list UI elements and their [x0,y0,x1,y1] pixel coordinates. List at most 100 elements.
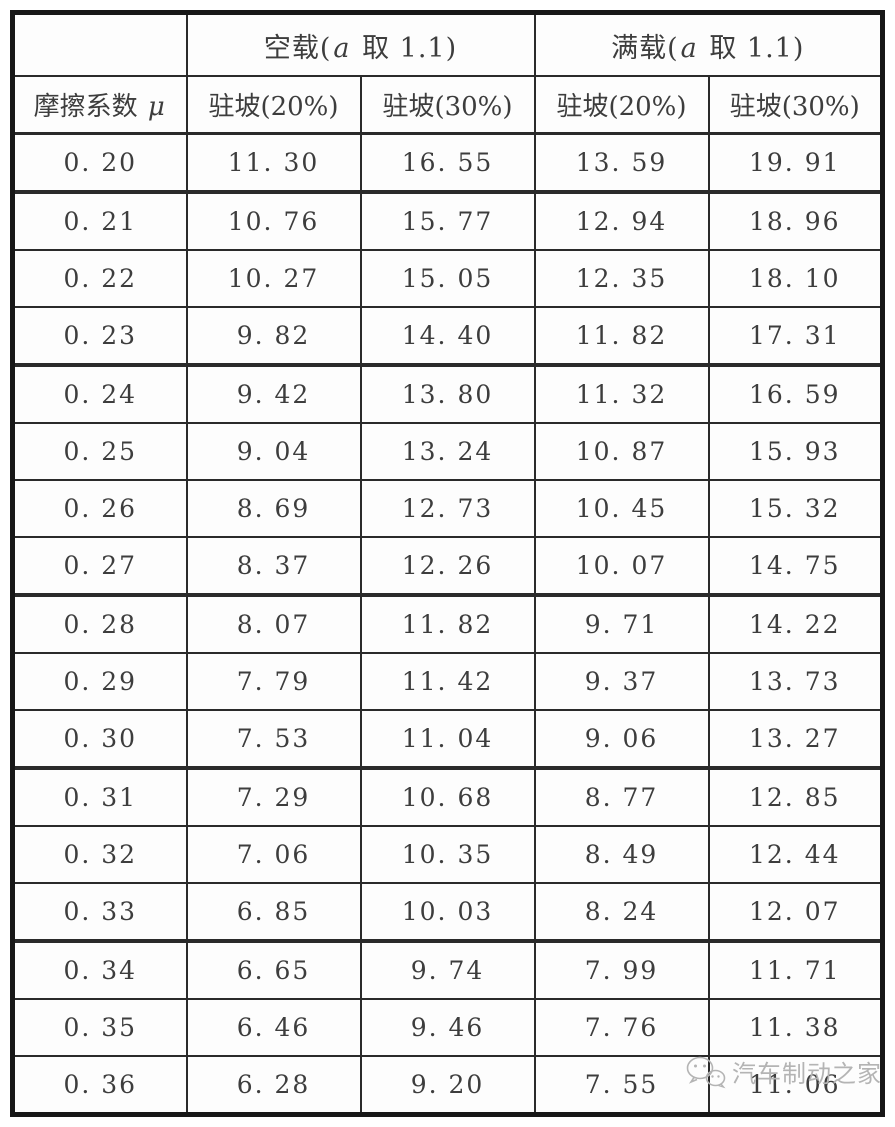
full-load-variable: a [680,32,698,64]
table-row: 0. 24 9. 42 13. 80 11. 32 16. 59 [11,364,884,424]
table-row: 0. 36 6. 28 9. 20 7. 55 11. 06 [11,1055,884,1116]
slope-value-cell: 11. 30 [185,132,362,194]
slope-value-cell: 8. 69 [185,479,362,538]
slope-value-cell: 13. 27 [707,709,884,770]
slope-value-cell: 8. 49 [533,825,710,884]
friction-value-cell: 0. 31 [11,767,188,827]
slope-value-cell: 16. 55 [359,132,536,194]
table-row: 0. 33 6. 85 10. 03 8. 24 12. 07 [11,882,884,943]
slope-value-cell: 8. 07 [185,594,362,654]
slope-value-cell: 12. 35 [533,249,710,308]
slope-value-cell: 7. 99 [533,940,710,1000]
slope-value-cell: 10. 87 [533,422,710,481]
slope-value-cell: 18. 96 [707,191,884,251]
slope-value-cell: 13. 73 [707,652,884,711]
slope-value-cell: 9. 82 [185,306,362,367]
slope-value-cell: 12. 85 [707,767,884,827]
friction-value-cell: 0. 20 [11,132,188,194]
slope-value-cell: 11. 42 [359,652,536,711]
slope-value-cell: 8. 37 [185,536,362,597]
friction-value-cell: 0. 23 [11,306,188,367]
slope-value-cell: 13. 24 [359,422,536,481]
slope-value-cell: 15. 93 [707,422,884,481]
slope-value-cell: 13. 80 [359,364,536,424]
slope-value-cell: 10. 07 [533,536,710,597]
slope-value-cell: 10. 35 [359,825,536,884]
slope-value-cell: 11. 06 [707,1055,884,1116]
slope-value-cell: 12. 73 [359,479,536,538]
friction-value-cell: 0. 27 [11,536,188,597]
slope-value-cell: 11. 04 [359,709,536,770]
friction-coefficient-table: 空载(a 取 1.1) 满载(a 取 1.1) 摩擦系数 μ 驻坡(20%) 驻… [10,10,885,1117]
friction-value-cell: 0. 28 [11,594,188,654]
slope-30-header-full: 驻坡(30%) [707,75,884,135]
friction-value-cell: 0. 24 [11,364,188,424]
table-row: 0. 29 7. 79 11. 42 9. 37 13. 73 [11,652,884,711]
friction-value-cell: 0. 26 [11,479,188,538]
slope-value-cell: 15. 32 [707,479,884,538]
slope-value-cell: 6. 46 [185,998,362,1057]
friction-value-cell: 0. 34 [11,940,188,1000]
slope-value-cell: 7. 53 [185,709,362,770]
slope-value-cell: 9. 74 [359,940,536,1000]
full-load-post: 取 1.1) [699,32,805,64]
slope-value-cell: 14. 22 [707,594,884,654]
slope-value-cell: 8. 24 [533,882,710,943]
friction-value-cell: 0. 30 [11,709,188,770]
friction-value-cell: 0. 29 [11,652,188,711]
friction-coefficient-header: 摩擦系数 μ [11,75,188,135]
table-group-header-row: 空载(a 取 1.1) 满载(a 取 1.1) [11,11,884,77]
slope-value-cell: 12. 94 [533,191,710,251]
slope-value-cell: 9. 42 [185,364,362,424]
slope-value-cell: 7. 55 [533,1055,710,1116]
mu-symbol: μ [147,92,165,122]
table-row: 0. 31 7. 29 10. 68 8. 77 12. 85 [11,767,884,827]
friction-value-cell: 0. 32 [11,825,188,884]
slope-value-cell: 9. 06 [533,709,710,770]
slope-value-cell: 16. 59 [707,364,884,424]
slope-value-cell: 15. 05 [359,249,536,308]
slope-value-cell: 10. 45 [533,479,710,538]
table-row: 0. 34 6. 65 9. 74 7. 99 11. 71 [11,940,884,1000]
full-load-group-header: 满载(a 取 1.1) [533,11,884,77]
corner-cell [11,11,188,77]
table-row: 0. 26 8. 69 12. 73 10. 45 15. 32 [11,479,884,538]
slope-20-header-empty: 驻坡(20%) [185,75,362,135]
slope-value-cell: 8. 77 [533,767,710,827]
slope-value-cell: 10. 76 [185,191,362,251]
friction-value-cell: 0. 21 [11,191,188,251]
slope-value-cell: 11. 82 [533,306,710,367]
empty-load-variable: a [333,32,351,64]
slope-value-cell: 17. 31 [707,306,884,367]
slope-value-cell: 13. 59 [533,132,710,194]
slope-30-header-empty: 驻坡(30%) [359,75,536,135]
slope-value-cell: 7. 06 [185,825,362,884]
slope-value-cell: 7. 76 [533,998,710,1057]
friction-header-text: 摩擦系数 [33,92,146,122]
slope-value-cell: 7. 79 [185,652,362,711]
slope-value-cell: 10. 03 [359,882,536,943]
slope-value-cell: 14. 75 [707,536,884,597]
slope-value-cell: 7. 29 [185,767,362,827]
table-sub-header-row: 摩擦系数 μ 驻坡(20%) 驻坡(30%) 驻坡(20%) 驻坡(30%) [11,75,884,135]
table-row: 0. 30 7. 53 11. 04 9. 06 13. 27 [11,709,884,770]
table-row: 0. 25 9. 04 13. 24 10. 87 15. 93 [11,422,884,481]
table-body: 0. 20 11. 30 16. 55 13. 59 19. 91 0. 21 10. 76… [11,132,884,1116]
slope-value-cell: 14. 40 [359,306,536,367]
table-row: 0. 35 6. 46 9. 46 7. 76 11. 38 [11,998,884,1057]
friction-value-cell: 0. 25 [11,422,188,481]
table-row: 0. 28 8. 07 11. 82 9. 71 14. 22 [11,594,884,654]
empty-load-pre: 空载( [263,32,332,64]
friction-value-cell: 0. 22 [11,249,188,308]
slope-value-cell: 6. 28 [185,1055,362,1116]
slope-value-cell: 12. 07 [707,882,884,943]
slope-value-cell: 19. 91 [707,132,884,194]
slope-value-cell: 9. 20 [359,1055,536,1116]
slope-value-cell: 11. 32 [533,364,710,424]
table-row: 0. 27 8. 37 12. 26 10. 07 14. 75 [11,536,884,597]
slope-value-cell: 10. 27 [185,249,362,308]
slope-value-cell: 9. 37 [533,652,710,711]
slope-value-cell: 6. 85 [185,882,362,943]
slope-value-cell: 11. 38 [707,998,884,1057]
